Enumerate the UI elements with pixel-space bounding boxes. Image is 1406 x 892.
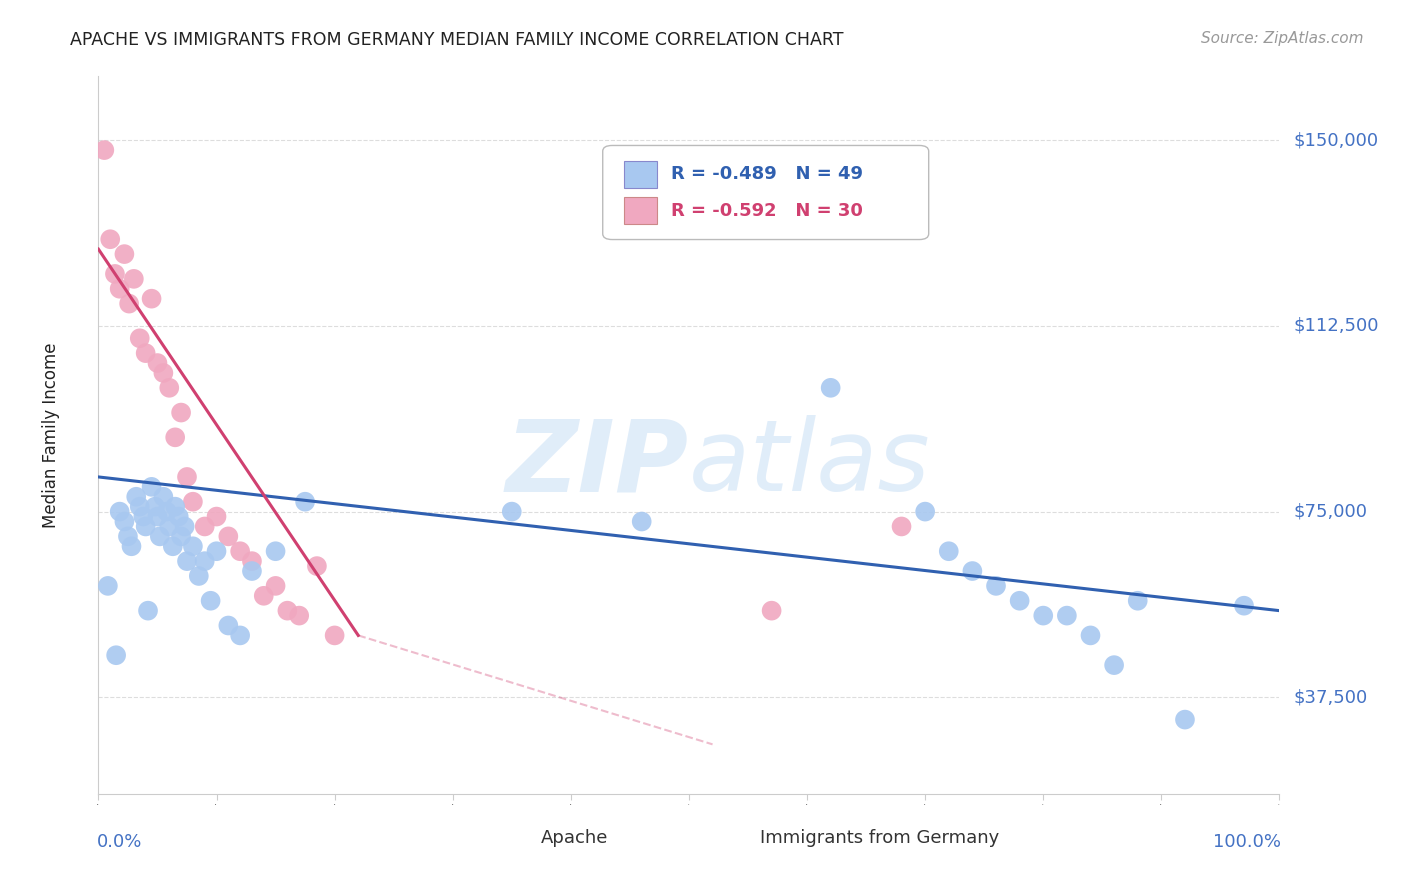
Point [1102, 658, 1125, 673]
Point [181, 494, 204, 508]
Point [152, 366, 174, 380]
FancyBboxPatch shape [603, 145, 929, 240]
Text: atlas: atlas [689, 415, 931, 512]
Point [176, 554, 198, 568]
Point [125, 490, 148, 504]
Point [1032, 608, 1054, 623]
Point [264, 544, 287, 558]
Point [323, 628, 346, 642]
Point [176, 470, 198, 484]
Point [294, 494, 316, 508]
Point [118, 296, 141, 310]
Point [141, 292, 163, 306]
Point [135, 346, 157, 360]
Point [128, 500, 150, 514]
Point [117, 529, 139, 543]
Point [108, 282, 131, 296]
Point [187, 569, 209, 583]
Point [170, 406, 193, 420]
Point [152, 490, 174, 504]
Text: Median Family Income: Median Family Income [42, 343, 60, 527]
Point [146, 356, 169, 370]
Point [630, 515, 652, 529]
Point [132, 509, 155, 524]
Point [173, 519, 195, 533]
Point [194, 519, 217, 533]
Point [112, 515, 135, 529]
FancyBboxPatch shape [624, 197, 657, 224]
Point [200, 593, 222, 607]
Text: Apache: Apache [541, 830, 609, 847]
Point [217, 529, 239, 543]
Point [240, 564, 263, 578]
Text: $150,000: $150,000 [1294, 131, 1379, 149]
Point [1056, 608, 1078, 623]
Point [1126, 593, 1149, 607]
Text: $37,500: $37,500 [1294, 689, 1368, 706]
Point [149, 529, 172, 543]
FancyBboxPatch shape [624, 161, 657, 188]
Point [104, 267, 127, 281]
Point [1174, 713, 1197, 727]
Point [194, 554, 217, 568]
Point [121, 539, 143, 553]
Point [112, 247, 135, 261]
Point [181, 539, 204, 553]
Point [136, 604, 159, 618]
Point [914, 505, 936, 519]
Point [890, 519, 912, 533]
Text: APACHE VS IMMIGRANTS FROM GERMANY MEDIAN FAMILY INCOME CORRELATION CHART: APACHE VS IMMIGRANTS FROM GERMANY MEDIAN… [70, 31, 844, 49]
Point [962, 564, 984, 578]
Point [93, 143, 115, 157]
Point [165, 500, 187, 514]
Point [229, 628, 252, 642]
Point [146, 509, 169, 524]
Point [105, 648, 128, 663]
Point [501, 505, 523, 519]
Text: $75,000: $75,000 [1294, 502, 1368, 521]
Point [165, 430, 187, 444]
Point [1008, 593, 1031, 607]
Point [984, 579, 1007, 593]
Text: ZIP: ZIP [506, 415, 689, 512]
Point [253, 589, 276, 603]
Text: Source: ZipAtlas.com: Source: ZipAtlas.com [1201, 31, 1364, 46]
Point [108, 505, 131, 519]
Point [205, 509, 228, 524]
Text: R = -0.489   N = 49: R = -0.489 N = 49 [671, 165, 863, 184]
Point [167, 509, 190, 524]
Point [240, 554, 263, 568]
Point [135, 519, 157, 533]
Text: R = -0.592   N = 30: R = -0.592 N = 30 [671, 202, 863, 219]
Point [276, 604, 298, 618]
Point [157, 381, 180, 395]
Point [217, 618, 239, 632]
Point [157, 519, 180, 533]
Point [162, 539, 184, 553]
Point [141, 480, 163, 494]
Point [1233, 599, 1256, 613]
Point [97, 579, 120, 593]
Point [143, 500, 166, 514]
Point [128, 331, 150, 345]
Point [820, 381, 842, 395]
Point [170, 529, 193, 543]
Point [305, 559, 328, 574]
Point [938, 544, 960, 558]
Point [205, 544, 228, 558]
Point [229, 544, 252, 558]
Point [264, 579, 287, 593]
Point [156, 505, 179, 519]
FancyBboxPatch shape [724, 825, 754, 851]
Text: 0.0%: 0.0% [97, 833, 142, 851]
Point [1080, 628, 1102, 642]
Point [288, 608, 311, 623]
Point [98, 232, 121, 246]
Point [761, 604, 783, 618]
Text: $112,500: $112,500 [1294, 317, 1379, 334]
Text: Immigrants from Germany: Immigrants from Germany [759, 830, 1000, 847]
Point [122, 272, 145, 286]
FancyBboxPatch shape [506, 825, 536, 851]
Text: 100.0%: 100.0% [1212, 833, 1281, 851]
